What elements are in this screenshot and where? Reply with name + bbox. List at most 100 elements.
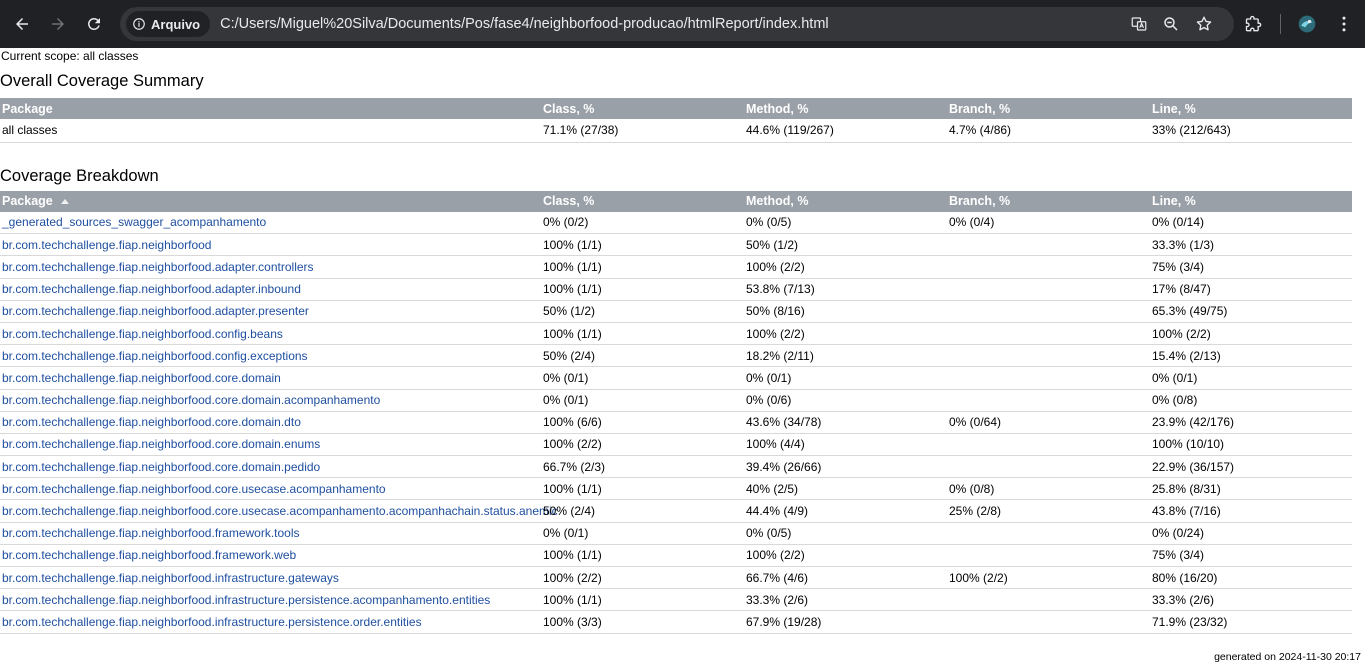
package-link-cell: br.com.techchallenge.fiap.neighborfood.c… xyxy=(0,322,541,346)
package-link[interactable]: br.com.techchallenge.fiap.neighborfood.a… xyxy=(2,304,309,319)
table-row: br.com.techchallenge.fiap.neighborfood.c… xyxy=(0,477,1352,501)
branch-coverage-cell: 0% (0/64) xyxy=(947,411,1150,434)
arrow-left-icon xyxy=(16,18,28,30)
table-row: br.com.techchallenge.fiap.neighborfood.f… xyxy=(0,544,1352,568)
package-link[interactable]: br.com.techchallenge.fiap.neighborfood xyxy=(2,237,212,252)
profile-button[interactable] xyxy=(1295,12,1319,36)
package-link[interactable]: br.com.techchallenge.fiap.neighborfood.c… xyxy=(2,504,558,519)
translate-icon xyxy=(1131,17,1147,31)
more-vertical-icon xyxy=(1342,16,1346,32)
package-link[interactable]: br.com.techchallenge.fiap.neighborfood.c… xyxy=(2,393,381,408)
site-info-chip[interactable]: Arquivo xyxy=(126,11,211,37)
branch-coverage: 0% (0/8) xyxy=(949,481,995,496)
method-coverage-cell: 50% (8/16) xyxy=(744,300,947,323)
class-coverage: 100% (1/1) xyxy=(543,326,602,341)
table-row: br.com.techchallenge.fiap.neighborfood 10… xyxy=(0,233,1352,257)
class-coverage-cell: 100% (1/1) xyxy=(541,255,744,279)
star-icon xyxy=(1196,16,1212,31)
table-row: br.com.techchallenge.fiap.neighborfood.a… xyxy=(0,278,1352,301)
puzzle-icon xyxy=(1245,15,1262,32)
branch-coverage: 25% (2/8) xyxy=(949,504,1002,519)
class-coverage: 66.7% (2/3) xyxy=(543,459,606,474)
extensions-button[interactable] xyxy=(1242,12,1266,36)
class-coverage-cell: 100% (1/1) xyxy=(541,588,744,612)
class-coverage: 100% (2/2) xyxy=(543,570,602,585)
method-coverage: 33.3% (2/6) xyxy=(746,592,809,607)
package-link[interactable]: br.com.techchallenge.fiap.neighborfood.i… xyxy=(2,614,422,629)
line-coverage-cell: 23.9% (42/176) xyxy=(1150,411,1352,434)
class-coverage: 50% (2/4) xyxy=(543,348,596,363)
line-coverage-cell: 100% (10/10) xyxy=(1150,433,1352,457)
branch-coverage-cell: 25% (2/8) xyxy=(947,499,1150,523)
package-link[interactable]: br.com.techchallenge.fiap.neighborfood.c… xyxy=(2,481,386,496)
method-coverage-cell: 33.3% (2/6) xyxy=(744,588,947,612)
line-coverage: 100% (2/2) xyxy=(1152,326,1211,341)
package-link[interactable]: br.com.techchallenge.fiap.neighborfood.c… xyxy=(2,437,321,452)
method-coverage-cell: 43.6% (34/78) xyxy=(744,411,947,434)
package-link[interactable]: br.com.techchallenge.fiap.neighborfood.c… xyxy=(2,415,301,430)
package-link-cell: br.com.techchallenge.fiap.neighborfood.c… xyxy=(0,344,541,368)
line-coverage-cell: 75% (3/4) xyxy=(1150,544,1352,568)
breakdown-body: _generated_sources_swagger_acompanhament… xyxy=(0,211,1352,634)
line-coverage: 17% (8/47) xyxy=(1152,282,1211,297)
branch-coverage-cell xyxy=(947,455,1150,479)
zoom-button[interactable] xyxy=(1161,14,1181,34)
line-coverage-cell: 65.3% (49/75) xyxy=(1150,300,1352,323)
branch-coverage-cell xyxy=(947,610,1150,634)
branch-coverage-cell xyxy=(947,300,1150,323)
reload-icon xyxy=(87,17,100,30)
translate-button[interactable] xyxy=(1129,14,1149,34)
package-link[interactable]: br.com.techchallenge.fiap.neighborfood.a… xyxy=(2,282,301,297)
method-coverage: 53.8% (7/13) xyxy=(746,282,815,297)
package-link-cell: br.com.techchallenge.fiap.neighborfood.a… xyxy=(0,255,541,279)
summary-line: 33% (212/643) xyxy=(1150,119,1352,143)
package-link-cell: _generated_sources_swagger_acompanhament… xyxy=(0,211,541,235)
class-coverage: 100% (6/6) xyxy=(543,415,602,430)
line-coverage-cell: 43.8% (7/16) xyxy=(1150,499,1352,523)
sort-method-header[interactable]: Method, % xyxy=(744,190,947,212)
class-coverage-cell: 100% (1/1) xyxy=(541,544,744,568)
table-row: br.com.techchallenge.fiap.neighborfood.a… xyxy=(0,300,1352,323)
package-link-cell: br.com.techchallenge.fiap.neighborfood.c… xyxy=(0,477,541,501)
summary-title: Overall Coverage Summary xyxy=(0,72,204,90)
class-coverage-cell: 0% (0/1) xyxy=(541,389,744,412)
menu-button[interactable] xyxy=(1332,12,1356,36)
class-coverage-cell: 100% (1/1) xyxy=(541,278,744,301)
branch-coverage-cell xyxy=(947,322,1150,346)
method-coverage-cell: 0% (0/5) xyxy=(744,211,947,235)
current-scope: Current scope: all classes xyxy=(1,49,139,63)
line-coverage: 0% (0/24) xyxy=(1152,526,1205,541)
package-link[interactable]: br.com.techchallenge.fiap.neighborfood.f… xyxy=(2,526,300,541)
sort-class-header[interactable]: Class, % xyxy=(541,190,744,212)
package-link[interactable]: br.com.techchallenge.fiap.neighborfood.c… xyxy=(2,370,281,385)
package-link[interactable]: br.com.techchallenge.fiap.neighborfood.c… xyxy=(2,348,308,363)
package-link[interactable]: br.com.techchallenge.fiap.neighborfood.f… xyxy=(2,548,297,563)
package-link[interactable]: _generated_sources_swagger_acompanhament… xyxy=(2,215,267,230)
sort-line-header[interactable]: Line, % xyxy=(1150,190,1352,212)
sort-package-header[interactable]: Package xyxy=(0,190,541,212)
package-link-cell: br.com.techchallenge.fiap.neighborfood.c… xyxy=(0,366,541,390)
toolbar-divider xyxy=(1280,14,1281,34)
method-coverage: 50% (1/2) xyxy=(746,237,799,252)
line-coverage-cell: 25.8% (8/31) xyxy=(1150,477,1352,501)
sort-branch-header[interactable]: Branch, % xyxy=(947,190,1150,212)
forward-button[interactable] xyxy=(43,9,73,39)
reload-button[interactable] xyxy=(79,9,109,39)
package-link[interactable]: br.com.techchallenge.fiap.neighborfood.c… xyxy=(2,326,283,341)
url-text[interactable]: C:/Users/Miguel%20Silva/Documents/Pos/fa… xyxy=(220,16,829,32)
line-coverage-cell: 0% (0/14) xyxy=(1150,211,1352,235)
package-link-cell: br.com.techchallenge.fiap.neighborfood.c… xyxy=(0,433,541,457)
class-coverage: 50% (2/4) xyxy=(543,504,596,519)
browser-toolbar: Arquivo C:/Users/Miguel%20Silva/Document… xyxy=(0,0,1365,48)
back-button[interactable] xyxy=(7,9,37,39)
package-link[interactable]: br.com.techchallenge.fiap.neighborfood.a… xyxy=(2,259,314,274)
branch-coverage-cell xyxy=(947,233,1150,257)
line-coverage: 25.8% (8/31) xyxy=(1152,481,1221,496)
package-link[interactable]: br.com.techchallenge.fiap.neighborfood.i… xyxy=(2,570,339,585)
package-link[interactable]: br.com.techchallenge.fiap.neighborfood.c… xyxy=(2,459,321,474)
address-bar[interactable]: Arquivo C:/Users/Miguel%20Silva/Document… xyxy=(120,7,1234,41)
bookmark-button[interactable] xyxy=(1194,14,1214,34)
package-link[interactable]: br.com.techchallenge.fiap.neighborfood.i… xyxy=(2,592,491,607)
line-coverage: 22.9% (36/157) xyxy=(1152,459,1235,474)
line-coverage-cell: 100% (2/2) xyxy=(1150,322,1352,346)
